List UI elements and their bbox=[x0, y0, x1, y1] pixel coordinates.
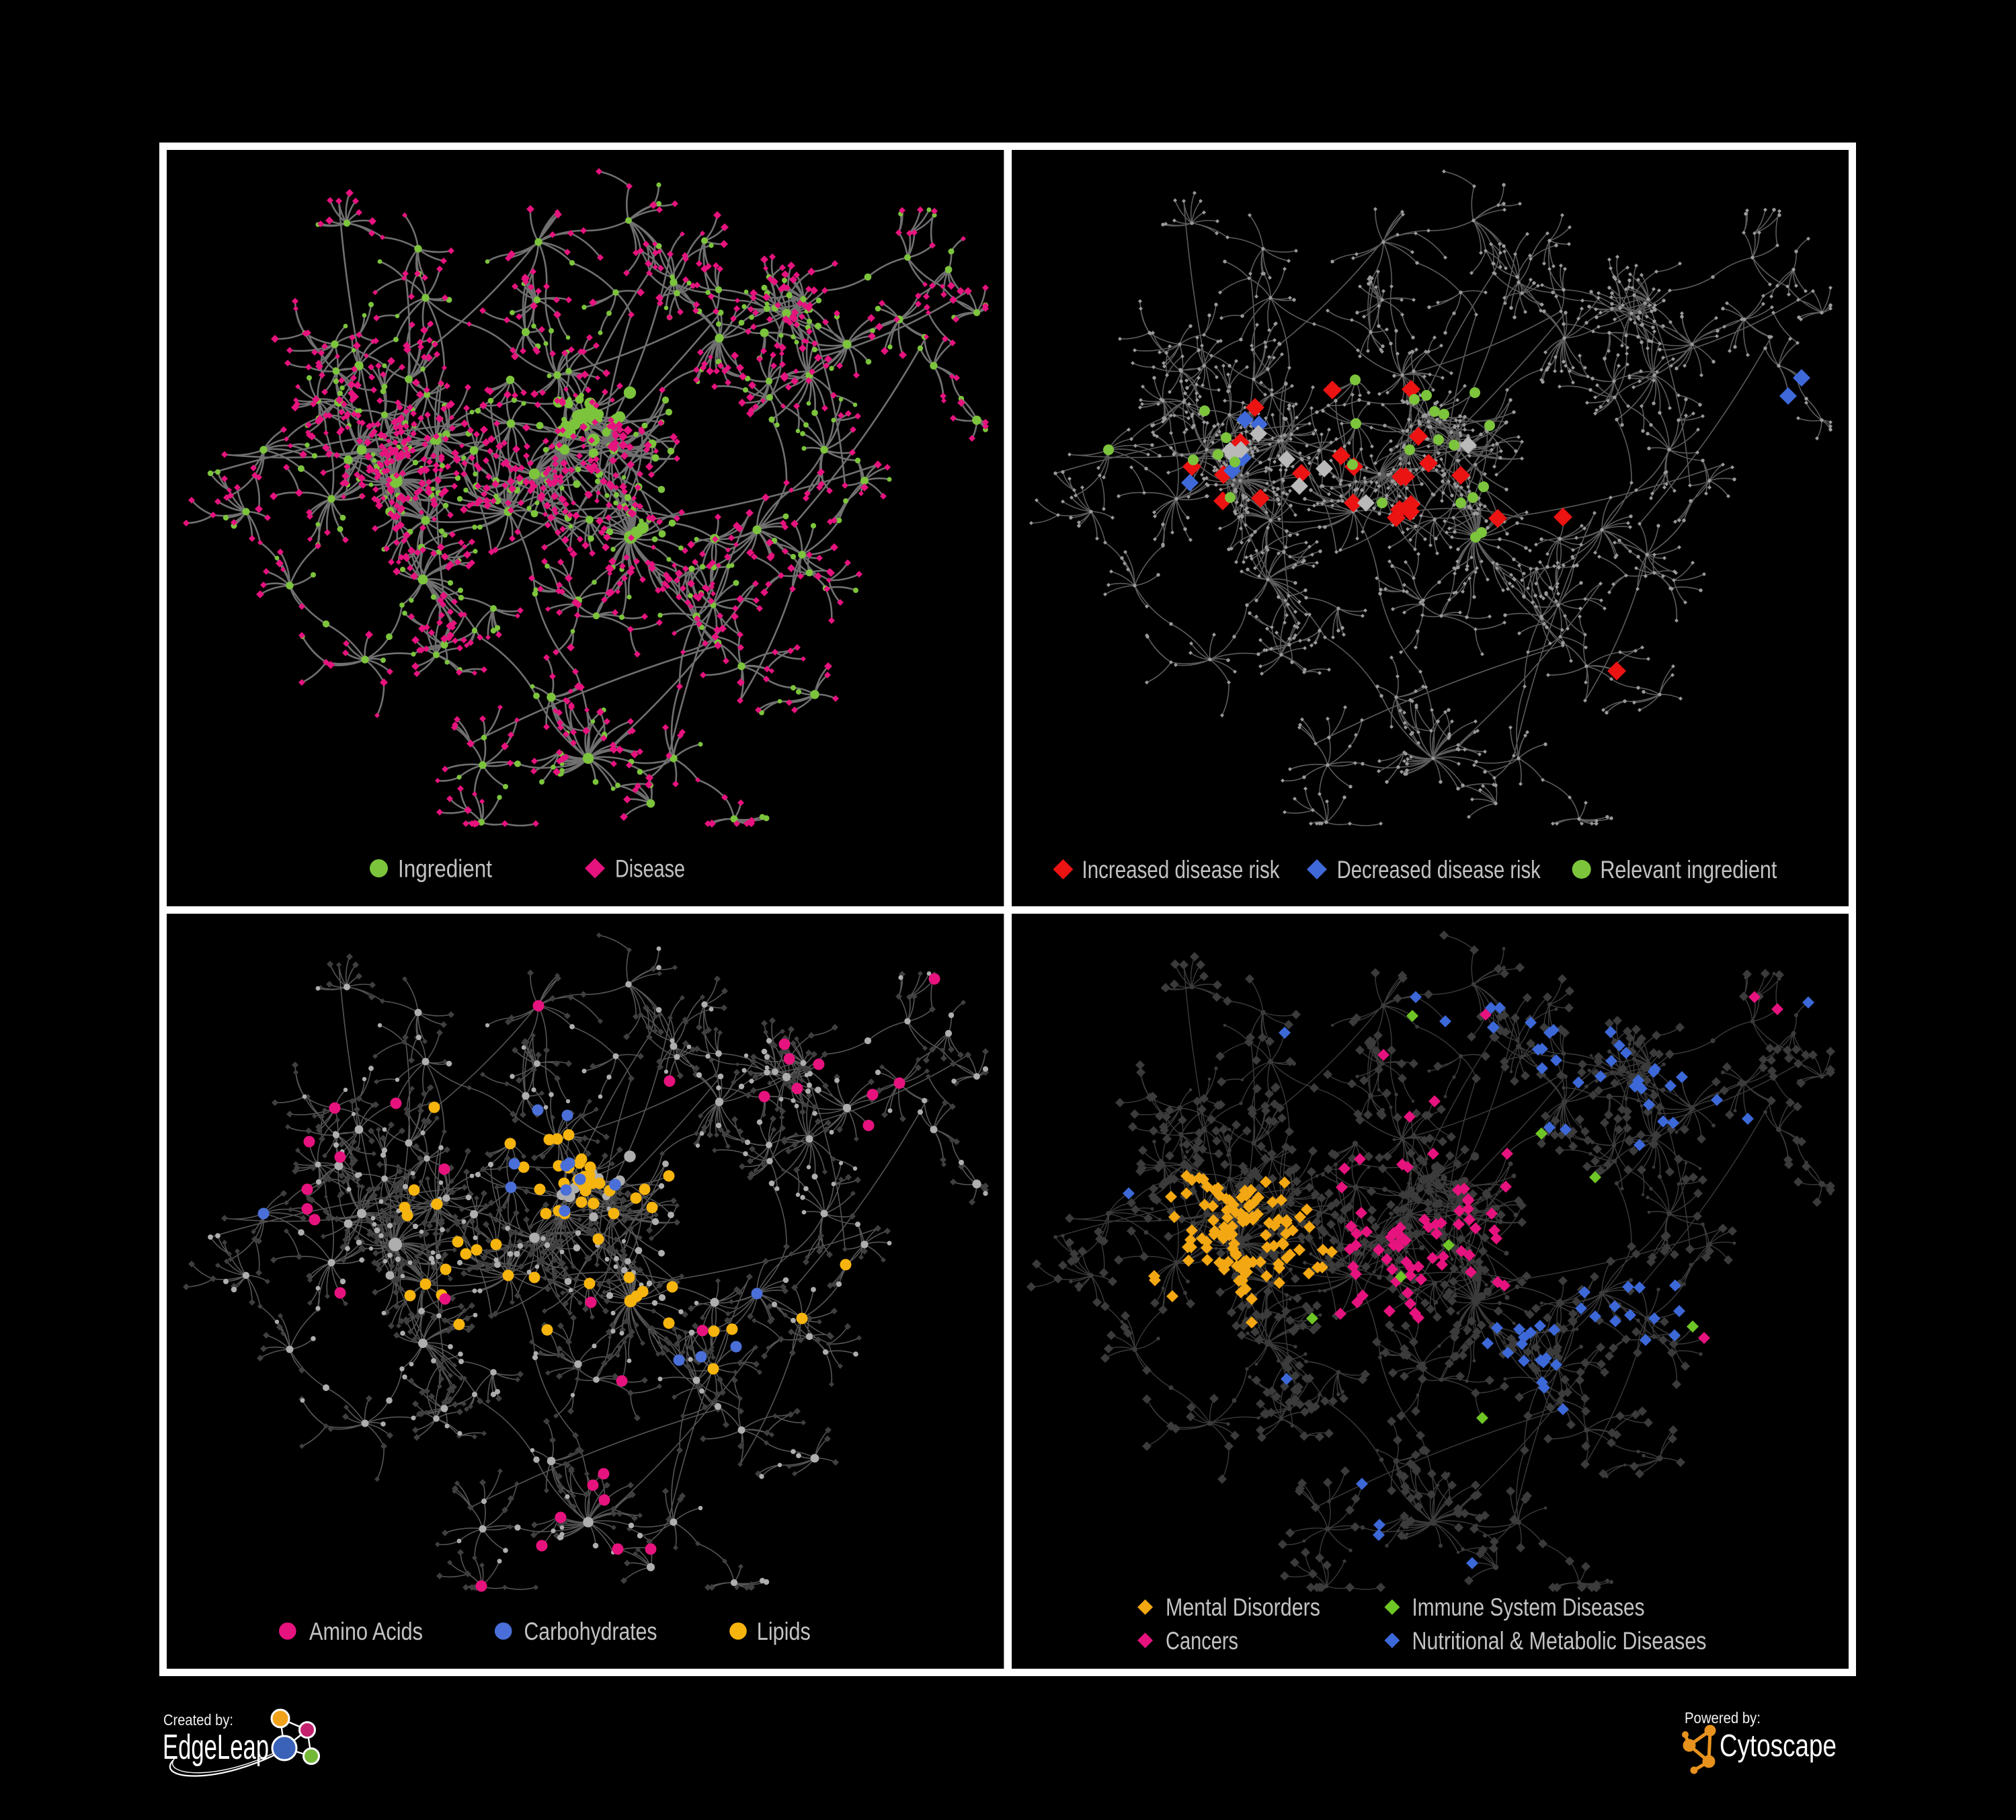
svg-text:Decreased disease risk: Decreased disease risk bbox=[1337, 856, 1541, 883]
svg-text:Mental Disorders: Mental Disorders bbox=[1166, 1593, 1320, 1621]
svg-text:Relevant ingredient: Relevant ingredient bbox=[1600, 856, 1777, 883]
svg-text:Immune System Diseases: Immune System Diseases bbox=[1412, 1593, 1645, 1621]
svg-text:Ingredient: Ingredient bbox=[398, 855, 493, 883]
svg-text:EdgeLeap: EdgeLeap bbox=[163, 1728, 269, 1767]
svg-text:Cytoscape: Cytoscape bbox=[1720, 1728, 1837, 1763]
svg-text:Created by:: Created by: bbox=[163, 1711, 233, 1729]
svg-text:Lipids: Lipids bbox=[757, 1618, 811, 1645]
svg-text:Increased disease risk: Increased disease risk bbox=[1082, 856, 1280, 883]
svg-text:Cancers: Cancers bbox=[1166, 1627, 1238, 1655]
svg-text:Amino Acids: Amino Acids bbox=[309, 1618, 423, 1645]
svg-text:Nutritional & Metabolic Diseas: Nutritional & Metabolic Diseases bbox=[1412, 1627, 1707, 1655]
svg-text:Disease: Disease bbox=[615, 855, 685, 883]
svg-text:Powered by:: Powered by: bbox=[1685, 1709, 1761, 1727]
svg-text:Carbohydrates: Carbohydrates bbox=[524, 1618, 657, 1645]
